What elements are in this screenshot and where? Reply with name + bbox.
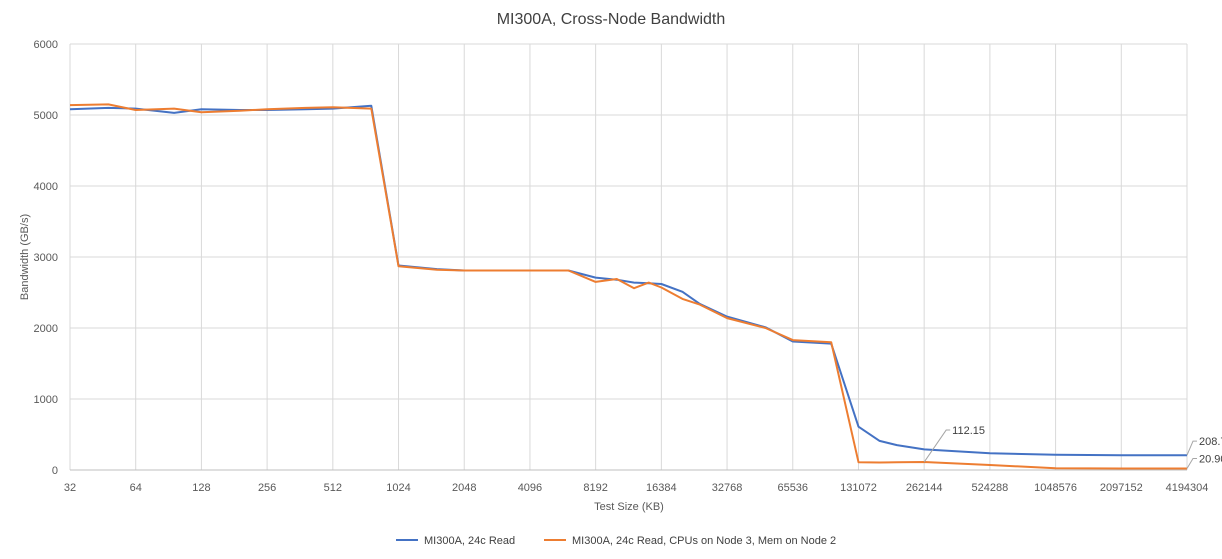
- series-line-2: [69, 103, 1187, 470]
- x-tick-label: 8192: [583, 482, 607, 494]
- y-tick-label: 0: [52, 465, 58, 477]
- x-tick-label: 2097152: [1100, 482, 1143, 494]
- x-tick-label: 524288: [972, 482, 1009, 494]
- x-tick-label: 256: [258, 482, 276, 494]
- x-tick-label: 64: [130, 482, 142, 494]
- y-axis-ticks: 0 1000 2000 3000 4000 5000 6000: [34, 39, 58, 477]
- x-axis-ticks: 32 64 128 256 512 1024 2048 4096 8192 16384 32768 6…: [64, 482, 1209, 494]
- x-tick-label: 65536: [777, 482, 808, 494]
- x-tick-label: 4096: [518, 482, 542, 494]
- legend: MI300A, 24c Read MI300A, 24c Read, CPUs o…: [396, 535, 836, 547]
- y-tick-label: 6000: [34, 39, 58, 51]
- data-label: 112.15: [952, 425, 985, 437]
- y-tick-label: 5000: [34, 110, 58, 122]
- x-tick-label: 2048: [452, 482, 476, 494]
- y-tick-label: 3000: [34, 252, 58, 264]
- y-tick-label: 4000: [34, 181, 58, 193]
- data-label: 20.90: [1199, 454, 1222, 466]
- x-tick-label: 16384: [646, 482, 677, 494]
- x-axis-title: Test Size (KB): [594, 501, 664, 513]
- data-label-leader: [923, 429, 951, 463]
- x-tick-label: 1048576: [1034, 482, 1077, 494]
- legend-label-2: MI300A, 24c Read, CPUs on Node 3, Mem on…: [572, 535, 836, 547]
- series-line-1: [69, 104, 1187, 457]
- data-label: 208.71: [1199, 436, 1222, 448]
- x-tick-label: 32768: [712, 482, 743, 494]
- x-tick-label: 128: [192, 482, 210, 494]
- chart-title: MI300A, Cross-Node Bandwidth: [497, 11, 726, 28]
- x-tick-label: 32: [64, 482, 76, 494]
- legend-label-1: MI300A, 24c Read: [424, 535, 515, 547]
- data-labels: 112.15 208.71 20.90: [923, 425, 1222, 469]
- x-tick-label: 262144: [906, 482, 943, 494]
- series-lines: [69, 103, 1187, 470]
- y-tick-label: 1000: [34, 394, 58, 406]
- y-tick-label: 2000: [34, 323, 58, 335]
- grid-lines: [69, 43, 1188, 470]
- data-label-leader: [1186, 440, 1197, 456]
- y-axis-title: Bandwidth (GB/s): [19, 214, 31, 300]
- x-tick-label: 131072: [840, 482, 877, 494]
- x-tick-label: 512: [324, 482, 342, 494]
- x-tick-label: 1024: [386, 482, 410, 494]
- data-label-leader: [1186, 458, 1197, 469]
- x-tick-label: 4194304: [1166, 482, 1209, 494]
